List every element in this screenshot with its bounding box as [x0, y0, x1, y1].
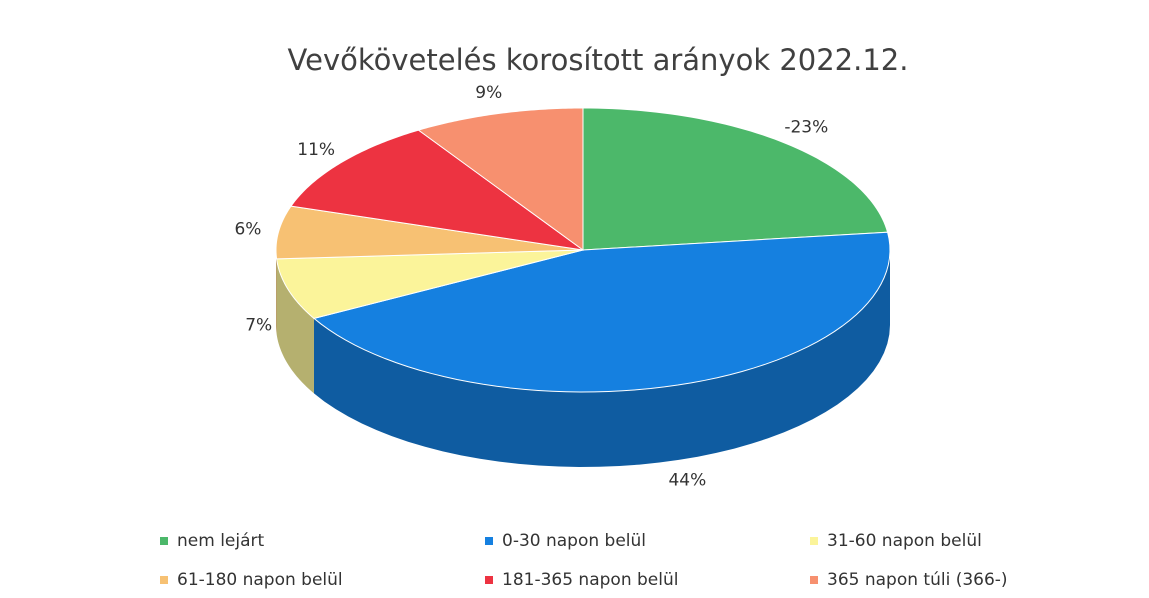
- legend-label: 365 napon túli (366-): [827, 570, 1008, 590]
- pie-slice: [276, 249, 584, 319]
- legend-label: 0-30 napon belül: [502, 531, 646, 551]
- legend-marker: [485, 537, 493, 545]
- pie-tops: [275, 107, 891, 393]
- data-label: 7%: [245, 316, 272, 336]
- pie-side: [276, 250, 277, 334]
- data-label: 9%: [475, 83, 502, 103]
- legend-label: 181-365 napon belül: [502, 570, 678, 590]
- legend-marker: [160, 576, 168, 584]
- chart-title: Vevőkövetelés korosított arányok 2022.12…: [288, 43, 909, 77]
- legend-label: 61-180 napon belül: [177, 570, 343, 590]
- legend-marker: [160, 537, 168, 545]
- legend: nem lejárt 0-30 napon belül 31-60 napon be…: [160, 531, 1008, 590]
- data-label: 11%: [297, 140, 335, 160]
- pie-side: [313, 250, 890, 467]
- pie-sides: [276, 250, 890, 467]
- legend-label: 31-60 napon belül: [827, 531, 982, 551]
- pie-slice: [275, 205, 584, 260]
- pie-slice: [417, 107, 584, 251]
- data-label: 44%: [668, 470, 706, 490]
- legend-marker: [810, 537, 818, 545]
- pie-slice: [582, 107, 889, 251]
- legend-marker: [810, 576, 818, 584]
- legend-label: nem lejárt: [177, 531, 265, 551]
- pie-slice: [290, 129, 584, 251]
- legend-marker: [485, 576, 493, 584]
- pie-side: [276, 258, 314, 394]
- data-labels: -23% 44% 7% 6% 11% 9%: [234, 83, 828, 490]
- data-label: -23%: [784, 118, 828, 138]
- pie-slice: [312, 231, 891, 393]
- data-label: 6%: [234, 220, 261, 240]
